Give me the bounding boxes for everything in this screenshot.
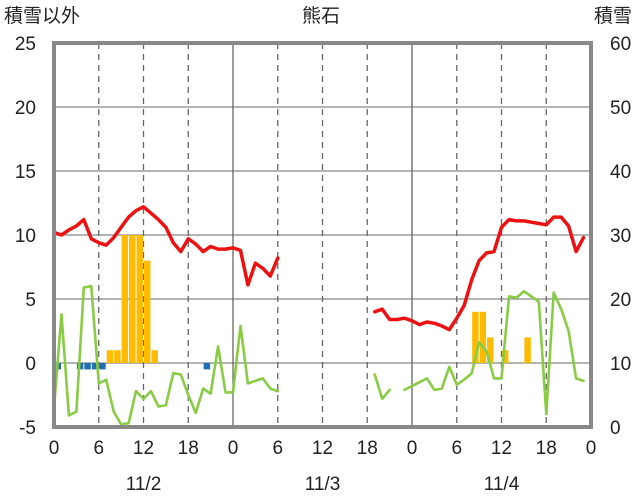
y-left-tick-label: 5 [25,290,36,311]
y-right-tick-label: 50 [610,98,631,119]
y-right-tick-label: 40 [610,162,631,183]
y-right-tick-label: 10 [610,354,631,375]
orange-bars-bar [472,311,479,363]
date-label: 11/2 [126,474,162,495]
green-line-segment [52,284,280,426]
orange-bars-bar [502,350,509,363]
y-left-tick-label: 25 [15,34,36,55]
x-tick-label: 6 [272,438,283,459]
y-left-ticks: 25 20 15 10 5 0 -5 [15,34,36,439]
y-left-tick-label: -5 [19,418,36,439]
orange-bars-bar [151,350,158,363]
x-tick-label: 12 [491,438,512,459]
x-tick-label: 0 [228,438,239,459]
green-line-segment [403,289,585,416]
orange-bars-bar [487,337,494,363]
plot-frame [52,41,593,429]
plot-border [52,41,593,429]
y-left-tick-label: 0 [25,354,36,375]
x-ticks: 0 6 12 18 0 6 12 18 0 6 12 18 0 [49,438,597,459]
orange-bars-bar [114,350,121,363]
y-right-tick-label: 60 [610,34,631,55]
orange-bars-bar [121,235,129,363]
y-right-tick-label: 30 [610,226,631,247]
date-label: 11/3 [305,474,341,495]
blue-bars-bar [203,363,211,370]
orange-bars-bar [524,337,531,363]
chart-title: 熊石 [302,5,340,27]
orange-bars-bar [479,311,487,363]
red-line-segment [372,215,586,332]
y-left-tick-label: 15 [15,162,36,183]
x-tick-label: 18 [178,438,199,459]
orange-bars-bar [136,235,143,363]
x-tick-label: 0 [407,438,418,459]
x-tick-label: 6 [93,438,104,459]
orange-bars-bar [144,260,151,363]
y-left-tick-label: 20 [15,98,36,119]
blue-bars-bar [91,363,99,370]
y-right-tick-label: 0 [610,418,621,439]
blue-bars-bar [84,363,91,370]
grid-lines [54,42,591,428]
x-tick-label: 18 [357,438,378,459]
x-tick-label: 12 [133,438,154,459]
date-labels: 11/2 11/3 11/4 [126,474,520,495]
bar-series [54,235,531,370]
x-tick-label: 12 [312,438,333,459]
y-left-tick-label: 10 [15,226,36,247]
x-tick-label: 18 [536,438,557,459]
date-label: 11/4 [484,474,520,495]
blue-bars-bar [99,363,106,370]
orange-bars-bar [106,350,114,363]
y-right-ticks: 60 50 40 30 20 10 0 [610,34,631,439]
green-line-segment [373,373,391,401]
red-line-segment [52,205,280,287]
y-right-tick-label: 20 [610,290,631,311]
x-tick-label: 0 [586,438,597,459]
y-left-label: 積雪以外 [4,5,80,27]
x-tick-label: 0 [49,438,60,459]
orange-bars-bar [129,235,136,363]
y-right-label: 積雪 [594,5,632,27]
x-tick-label: 6 [451,438,462,459]
